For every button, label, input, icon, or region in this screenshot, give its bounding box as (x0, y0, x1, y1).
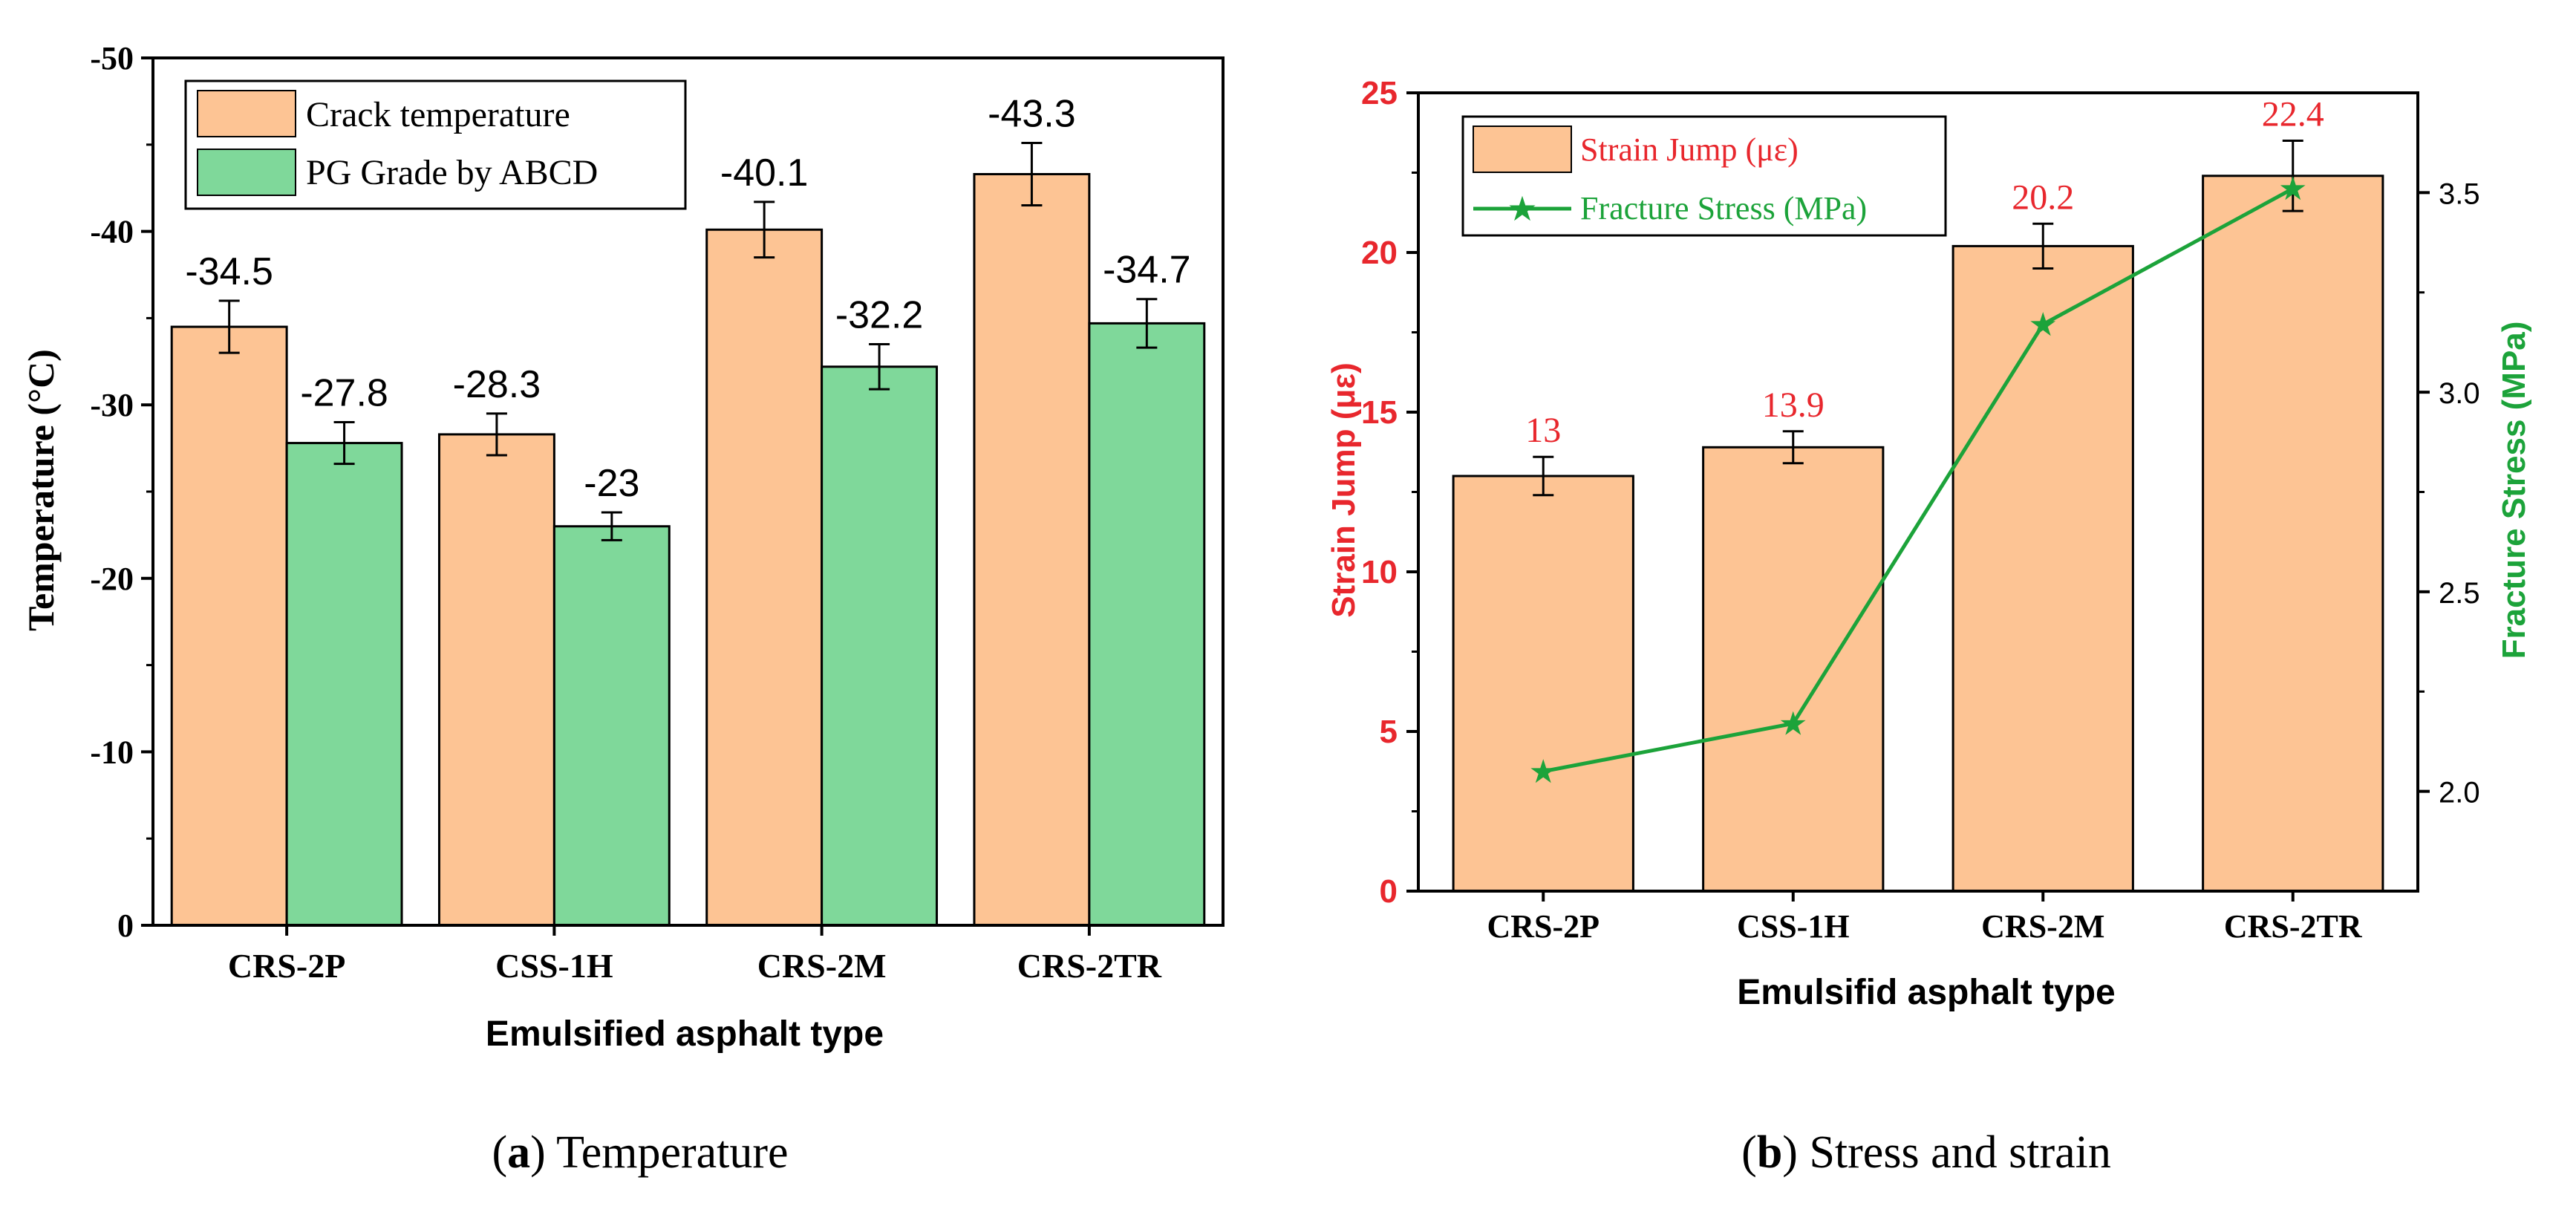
y-tick-label: -30 (90, 387, 134, 423)
y-axis-ticks-right: 2.0 2.5 3.0 3.5 (2418, 177, 2480, 809)
x-tick-label: CRS-2P (228, 947, 345, 985)
data-label: -34.5 (185, 250, 273, 293)
y2-tick-label: 3.0 (2439, 377, 2480, 410)
caption-b: (b) Stress and strain (1741, 1127, 2111, 1178)
legend-label-strain-jump: Strain Jump (με) (1580, 131, 1799, 168)
error-bar-group (1533, 140, 2303, 497)
legend-swatch-pg-grade (197, 149, 296, 196)
y-tick-label: 10 (1361, 554, 1398, 590)
data-label: -32.2 (835, 293, 924, 336)
y-tick-label: 15 (1361, 394, 1398, 431)
legend: Strain Jump (με) ★ Fracture Stress (MPa) (1461, 115, 1947, 237)
data-label: 13 (1525, 411, 1561, 450)
y-axis-ticks-left: 0 5 10 15 20 25 (1361, 75, 1418, 910)
data-label: -40.1 (720, 151, 809, 195)
y2-tick-label: 2.0 (2439, 777, 2480, 809)
line-point-star-icon: ★ (2278, 171, 2307, 207)
line-point-star-icon: ★ (1778, 705, 1807, 742)
bar-pg-grade-by-abcd (1088, 322, 1206, 927)
bar-pg-grade-by-abcd (552, 525, 671, 927)
data-label: -34.7 (1103, 249, 1191, 292)
y-tick-label: 0 (117, 907, 134, 944)
x-tick-label: CSS-1H (495, 947, 613, 985)
data-label: 13.9 (1762, 385, 1825, 425)
data-label-group: -34.5 -27.8 -28.3 -23 -40.1 -32.2 -43.3 -34.7 (185, 92, 1190, 505)
legend-label-crack-temperature: Crack temperature (306, 95, 570, 134)
data-label: 20.2 (2012, 177, 2074, 217)
y-axis-ticks: 0 -10 -20 -30 -40 -50 (90, 40, 153, 944)
data-label-group: 13 13.9 20.2 22.4 (1525, 95, 2324, 451)
data-label: 22.4 (2262, 95, 2324, 134)
y-tick-label: -10 (90, 734, 134, 770)
y-axis-label-left: Strain Jump (με) (1326, 362, 1362, 618)
bar-crack-temperature (973, 173, 1091, 927)
data-label: -27.8 (300, 372, 388, 415)
legend-label-pg-grade: PG Grade by ABCD (306, 153, 598, 192)
chart-panel-b: 13 13.9 20.2 22.4 ★ ★ ★ ★ 0 5 10 15 20 25 2.0 2.5 3.0… (1326, 75, 2532, 1178)
x-tick-label: CRS-2TR (2224, 908, 2363, 945)
y-tick-label: -40 (90, 214, 134, 250)
fracture-stress-line (1542, 186, 2294, 774)
y-tick-label: -50 (90, 40, 134, 76)
x-tick-label: CRS-2M (757, 947, 887, 985)
x-tick-label: CSS-1H (1737, 908, 1850, 945)
bar-strain-jump (1702, 446, 1885, 893)
data-label: -28.3 (453, 363, 541, 406)
x-tick-label: CRS-2P (1487, 908, 1600, 945)
x-axis-ticks: CRS-2P CSS-1H CRS-2M CRS-2TR (228, 925, 1162, 985)
legend-label-fracture-stress: Fracture Stress (MPa) (1580, 190, 1867, 226)
bar-group (170, 173, 1206, 927)
bar-strain-jump (2202, 175, 2384, 893)
legend: Crack temperature PG Grade by ABCD (184, 79, 687, 210)
y2-tick-label: 3.5 (2439, 177, 2480, 210)
bar-strain-jump (1452, 475, 1634, 893)
caption-a: (a) Temperature (492, 1127, 788, 1178)
line-series-fracture-stress: ★ ★ ★ ★ (1529, 171, 2308, 790)
legend-swatch-strain-jump (1473, 126, 1572, 173)
data-label: -23 (584, 462, 639, 505)
y-tick-label: 5 (1380, 714, 1398, 750)
legend-star-icon: ★ (1507, 189, 1537, 228)
x-axis-ticks: CRS-2P CSS-1H CRS-2M CRS-2TR (1487, 891, 2363, 945)
bar-strain-jump (1951, 244, 2134, 893)
bar-crack-temperature (437, 433, 555, 927)
x-tick-label: CRS-2M (1981, 908, 2104, 945)
bar-crack-temperature (705, 228, 824, 927)
y-axis-label-right: Fracture Stress (MPa) (2496, 322, 2532, 659)
y-tick-label: 25 (1361, 75, 1398, 111)
line-point-star-icon: ★ (1529, 754, 1558, 790)
data-label: -43.3 (988, 92, 1076, 135)
legend-swatch-crack-temperature (197, 90, 296, 137)
bar-pg-grade-by-abcd (285, 442, 403, 927)
x-tick-label: CRS-2TR (1017, 947, 1162, 985)
y2-tick-label: 2.5 (2439, 577, 2480, 610)
x-axis-label: Emulsified asphalt type (486, 1014, 884, 1054)
x-axis-label: Emulsifid asphalt type (1737, 973, 2115, 1012)
bar-crack-temperature (170, 325, 288, 927)
error-bar-group (218, 141, 1158, 541)
bar-group (1452, 175, 2384, 893)
y-tick-label: 20 (1361, 235, 1398, 271)
bar-pg-grade-by-abcd (821, 365, 939, 927)
y-axis-label: Temperature (°C) (20, 349, 62, 631)
y-tick-label: -20 (90, 561, 134, 597)
chart-panel-a: -34.5 -27.8 -28.3 -23 -40.1 -32.2 -43.3 -34.7 0… (20, 40, 1225, 1178)
y-tick-label: 0 (1380, 873, 1398, 910)
line-point-star-icon: ★ (2029, 307, 2058, 343)
